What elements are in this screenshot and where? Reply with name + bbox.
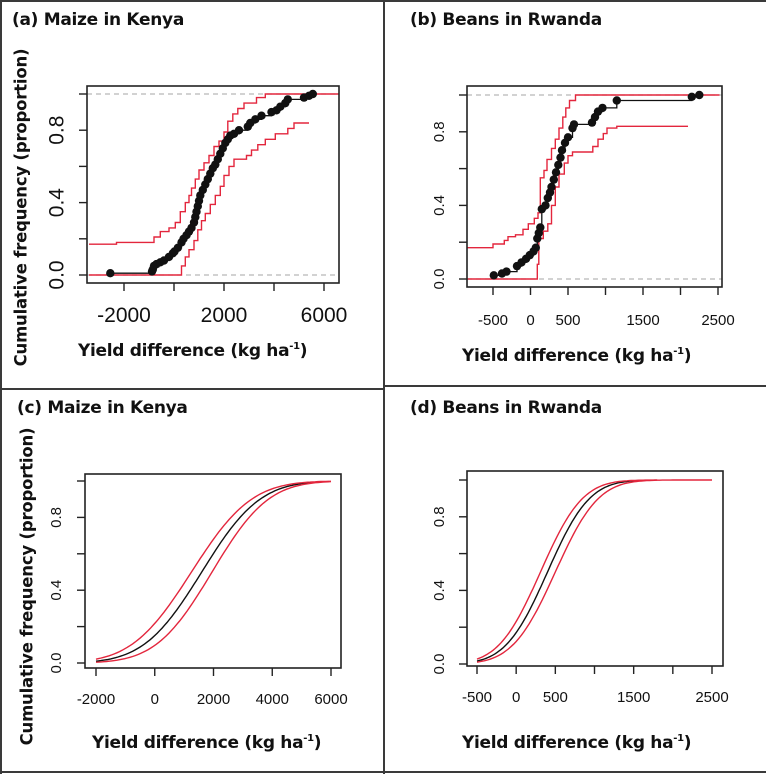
panel-d-y-tick-label: 0.0 <box>431 654 448 675</box>
x-axis-title-exponent: -1 <box>303 733 314 744</box>
panel-d-y-tick-label: 0.4 <box>431 580 448 601</box>
panel-d-fitted-curve <box>476 479 642 662</box>
panel-d-x-tick-label: 1500 <box>617 689 650 706</box>
panel-b-x-tick-label: 500 <box>555 312 580 329</box>
panel-b-y-tick-label: 0.0 <box>431 269 448 290</box>
panel-b-ecdf-point <box>563 133 573 142</box>
panel-a-ecdf-line <box>110 94 314 274</box>
x-axis-title-close: ) <box>313 733 322 753</box>
panel-c-lower-curve <box>95 480 332 663</box>
panel-d-x-tick-label: 500 <box>543 689 568 706</box>
panel-b-ecdf-point <box>557 146 567 155</box>
panel-c-x-axis-title: Yield difference (kg ha-1) <box>92 733 322 753</box>
panel-a-ecdf-point <box>234 126 244 135</box>
panel-d-x-tick-label: 2500 <box>695 689 728 706</box>
panel-b-ecdf-point <box>541 201 550 210</box>
panel-a-ecdf-point <box>257 111 266 120</box>
panel-a-ecdf-point <box>283 95 292 104</box>
panel-c-fitted-curve <box>95 481 317 662</box>
panel-b-ecdf-point <box>536 223 545 232</box>
panel-a-x-tick-label: 6000 <box>301 304 348 327</box>
panel-a-title: (a) Maize in Kenya <box>12 10 184 30</box>
panel-c-x-tick-label: 4000 <box>256 691 289 708</box>
x-axis-title-text: Yield difference (kg ha <box>462 733 674 753</box>
x-axis-title-close: ) <box>683 346 692 366</box>
panel-b-axis-frame <box>466 85 723 288</box>
panel-a-x-axis-title: Yield difference (kg ha-1) <box>78 341 308 361</box>
panel-b-lower-bound-line <box>467 125 688 280</box>
x-axis-title-text: Yield difference (kg ha <box>92 733 304 753</box>
panel-d-x-axis-title: Yield difference (kg ha-1) <box>462 733 692 753</box>
panel-b-x-tick-label: -500 <box>478 312 508 329</box>
panel-a-y-tick-label: 0.0 <box>46 260 69 289</box>
panel-b-ecdf-point <box>598 103 607 113</box>
panel-b-ecdf-point <box>695 90 704 100</box>
panel-b-y-tick-label: 0.4 <box>431 195 448 216</box>
panel-b-x-tick-label: 0 <box>526 312 534 329</box>
panel-a-ecdf-point <box>308 89 317 99</box>
panel-b-x-tick-label: 1500 <box>626 312 659 329</box>
panel-a-y-tick-label: 0.4 <box>46 188 69 218</box>
panel-c-y-tick-label: 0.0 <box>48 653 65 674</box>
panel-b-x-tick-label: 2500 <box>701 312 734 329</box>
panel-b-ecdf-point <box>549 175 558 184</box>
panel-a-lower-bound-line <box>89 122 309 276</box>
panel-horizontal-divider-left <box>0 388 384 390</box>
panel-b-ecdf-point <box>489 271 498 280</box>
panel-c-upper-curve <box>95 480 331 660</box>
panel-horizontal-divider-right <box>384 385 766 387</box>
panel-d-title: (d) Beans in Rwanda <box>410 398 602 418</box>
x-axis-title-text: Yield difference (kg ha <box>78 341 290 361</box>
panel-c-x-tick-label: 2000 <box>197 691 230 708</box>
x-axis-title-close: ) <box>299 341 308 361</box>
panel-a-ecdf-point <box>251 115 260 124</box>
panel-d-x-tick-label: 0 <box>512 689 520 706</box>
panel-b-ecdf-point <box>502 267 511 276</box>
x-axis-title-text: Yield difference (kg ha <box>462 346 674 366</box>
panel-b-x-axis-title: Yield difference (kg ha-1) <box>462 346 692 366</box>
panel-c-x-tick-label: 0 <box>151 691 159 708</box>
x-axis-title-close: ) <box>683 733 692 753</box>
panel-d-y-tick-label: 0.8 <box>431 506 448 527</box>
panel-b-ecdf-point <box>556 153 565 162</box>
panel-b-ecdf-line <box>493 95 700 276</box>
panel-b-ecdf-point <box>612 96 621 105</box>
x-axis-title-exponent: -1 <box>673 346 684 357</box>
panel-b-ecdf-point <box>554 160 563 170</box>
panel-b-ecdf-point <box>551 168 561 177</box>
figure-left-border <box>0 0 2 774</box>
x-axis-title-exponent: -1 <box>673 733 684 744</box>
x-axis-title-exponent: -1 <box>289 341 300 352</box>
panel-a-y-tick-label: 0.8 <box>46 116 69 145</box>
panel-d-lower-curve <box>476 479 712 663</box>
panel-c-title: (c) Maize in Kenya <box>17 398 188 418</box>
panel-a-x-tick-label: -2000 <box>97 304 151 327</box>
panel-b-ecdf-point <box>547 182 556 192</box>
panel-c-x-tick-label: -2000 <box>77 691 115 708</box>
panel-d-x-tick-label: -500 <box>462 689 492 706</box>
panel-vertical-divider <box>383 0 385 774</box>
panel-b-ecdf-point <box>687 92 696 102</box>
panel-b-ecdf-point <box>569 120 579 129</box>
panel-a-ecdf-point <box>106 269 115 278</box>
panel-a-x-tick-label: 2000 <box>201 304 248 327</box>
panel-b-y-tick-label: 0.8 <box>431 121 448 142</box>
panel-d-upper-curve <box>476 479 658 660</box>
panel-c-x-tick-label: 6000 <box>314 691 347 708</box>
panel-b-upper-bound-line <box>467 94 720 249</box>
panel-a-upper-bound-line <box>89 93 339 245</box>
panel-b-ecdf-point <box>531 243 540 252</box>
panel-c-y-tick-label: 0.4 <box>48 580 65 601</box>
panel-c-y-tick-label: 0.8 <box>48 507 65 528</box>
panel-a-axis-frame <box>86 85 340 284</box>
panel-b-title: (b) Beans in Rwanda <box>410 10 602 30</box>
